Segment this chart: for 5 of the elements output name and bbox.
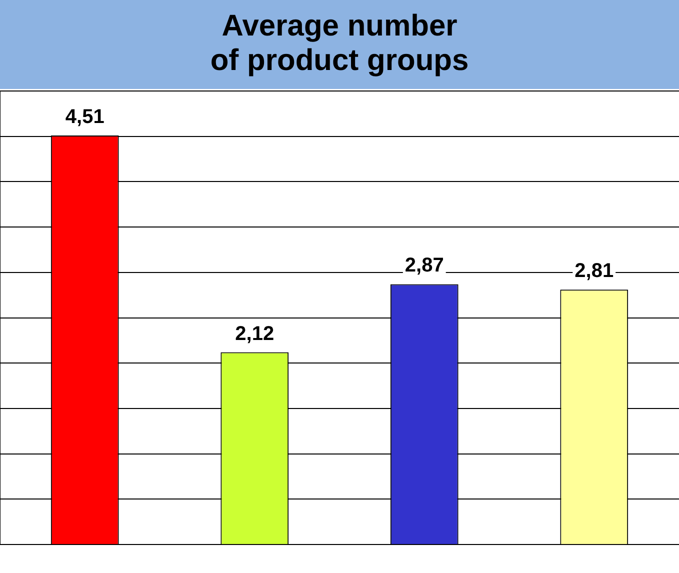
chart-title: Average number of product groups: [210, 10, 469, 78]
data-label: 4,51: [65, 106, 104, 128]
data-label: 2,87: [404, 254, 444, 277]
data-label: 2,81: [574, 260, 614, 282]
data-label: 2,12: [235, 322, 274, 345]
